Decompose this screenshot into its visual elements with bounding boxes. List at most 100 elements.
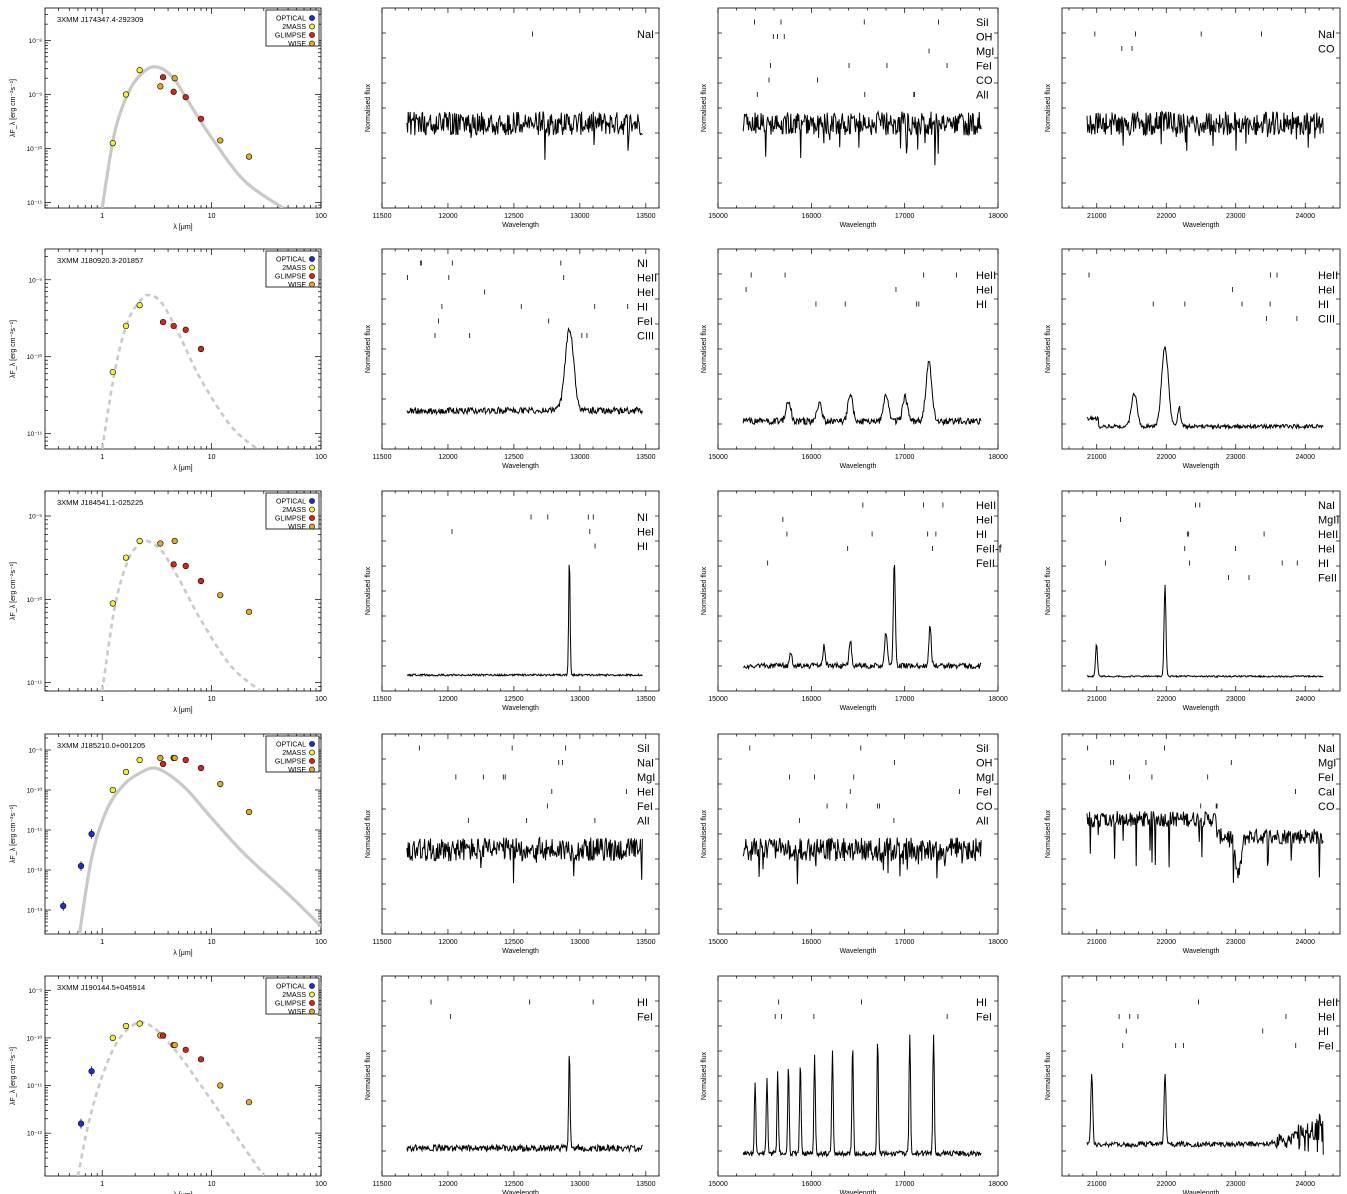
spectrum-panel-K: 21000 22000 23000 24000 Wavelength Normalised… (1045, 490, 1341, 712)
sed-legend-label: WISE (288, 524, 306, 531)
sed-legend-marker (309, 15, 315, 21)
sed-legend-marker (309, 23, 315, 30)
sed-legend-marker (309, 515, 315, 521)
spectrum-panel-J: 11500 12000 12500 13000 13500 Wavelength Norma… (365, 248, 660, 470)
spectrum-line-label: AlI (637, 816, 650, 828)
sed-legend-marker (309, 281, 315, 288)
spectrum-line-label: NaI (1318, 29, 1335, 41)
spectrum-line-label: SiI (976, 743, 989, 755)
spectrum-xtick-label: 18000 (988, 213, 1008, 220)
spectrum-xlabel: Wavelength (840, 705, 877, 712)
spectrum-ylabel: Normalised flux (1045, 83, 1052, 132)
spectrum-line-label: MgI (976, 46, 994, 58)
spectrum-xtick-label: 15000 (708, 696, 728, 703)
sed-point (171, 1041, 178, 1049)
spectrum-line-label: MgII (1318, 515, 1339, 527)
spectrum-xtick-label: 16000 (802, 696, 822, 703)
spectrum-trace (742, 1034, 982, 1158)
spectrum-line-label: HeII (1318, 529, 1338, 541)
spectrum-trace (406, 1055, 643, 1154)
spectrum-line-label: HeI (1318, 544, 1335, 556)
sed-point (170, 322, 177, 330)
spectrum-trace (406, 564, 643, 678)
spectrum-line-label: CIII (637, 331, 654, 343)
spectrum-xtick-label: 13500 (636, 939, 656, 946)
spectrum-line-label: FeII (1318, 573, 1337, 585)
sed-ytick-label: 10⁻¹¹ (27, 828, 43, 835)
sed-xtick-label: 10 (208, 939, 216, 946)
sed-xlabel: λ [μm] (173, 950, 192, 957)
sed-point (170, 561, 177, 568)
spectrum-xtick-label: 22000 (1157, 939, 1177, 946)
spectrum-frame (381, 733, 660, 935)
sed-source-name: 3XMM J184541.1-025225 (57, 498, 143, 507)
sed-point (122, 322, 130, 330)
spectrum-xtick-label: 22000 (1157, 213, 1177, 220)
spectrum-xtick-label: 23000 (1226, 1181, 1246, 1188)
spectrum-line-label: FeI (976, 61, 992, 73)
spectrum-xtick-label: 24000 (1296, 213, 1316, 220)
sed-xtick-label: 100 (315, 696, 327, 703)
sed-point (157, 83, 164, 90)
spectrum-xlabel: Wavelength (502, 1190, 539, 1194)
spectrum-xtick-label: 17000 (895, 939, 915, 946)
spectrum-line-label: HeII (1318, 997, 1338, 1009)
spectrum-trace (1086, 346, 1324, 431)
spectrum-ylabel: Normalised flux (701, 1051, 708, 1100)
spectrum-xtick-label: 23000 (1226, 696, 1246, 703)
sed-legend-marker (309, 758, 315, 764)
spectrum-xtick-label: 12500 (504, 939, 524, 946)
spectrum-line-label: FeII (976, 558, 995, 570)
spectrum-xtick-label: 17000 (895, 1181, 915, 1188)
spectrum-line-label: HeI (1318, 285, 1335, 297)
spectrum-trace (742, 837, 982, 885)
sed-point (60, 902, 67, 910)
sed-legend-marker (309, 40, 315, 47)
spectrum-line-label: FeI (1318, 772, 1334, 784)
sed-point (245, 808, 253, 816)
spectrum-xtick-label: 13000 (570, 696, 590, 703)
sed-ytick-label: 10⁻¹¹ (27, 680, 43, 687)
sed-point (182, 94, 189, 101)
sed-ytick-label: 10⁻⁹ (29, 514, 43, 521)
spectrum-line-label: FeI (1318, 1041, 1334, 1053)
sed-point (109, 600, 116, 607)
spectrum-panel-K: 21000 22000 23000 24000 Wavelength Normalised… (1045, 7, 1341, 229)
sed-xtick-label: 10 (208, 454, 216, 461)
sed-panel: 1 10 100 λ [μm] 10⁻¹³ 10⁻¹² 10⁻¹¹ 10⁻¹⁰ 10⁻⁹ λF_λ… (10, 733, 327, 957)
sed-point (197, 345, 205, 353)
spectrum-xtick-label: 21000 (1087, 213, 1107, 220)
sed-xtick-label: 1 (100, 213, 104, 220)
sed-point (88, 830, 95, 838)
spectrum-line-label: MgI (976, 772, 994, 784)
sed-model-curve (100, 293, 258, 449)
spectrum-line-label: OH (976, 758, 993, 770)
spectrum-line-label: HeII (976, 500, 996, 512)
spectrum-xlabel: Wavelength (1183, 1190, 1220, 1194)
spectrum-frame (381, 7, 660, 209)
sed-legend-marker (309, 1008, 315, 1015)
spectrum-line-label: HeI (976, 285, 993, 297)
sed-xlabel: λ [μm] (173, 465, 192, 472)
spectrum-ylabel: Normalised flux (701, 566, 708, 615)
sed-legend-label: OPTICAL (276, 257, 306, 264)
spectrum-line-label: FeII-f (976, 544, 1003, 556)
sed-legend-marker (309, 523, 315, 530)
spectrum-ylabel: Normalised flux (701, 324, 708, 373)
sed-xtick-label: 1 (100, 696, 104, 703)
sed-point (136, 756, 143, 764)
spectrum-xtick-label: 12000 (438, 1181, 458, 1188)
spectrum-xtick-label: 12000 (438, 213, 458, 220)
spectrum-xtick-label: 21000 (1087, 696, 1107, 703)
sed-frame (44, 248, 322, 450)
spectrum-trace (1086, 1073, 1324, 1155)
spectrum-ylabel: Normalised flux (1045, 809, 1052, 858)
sed-ytick-label: 10⁻¹¹ (27, 1083, 43, 1090)
spectrum-trace (743, 564, 982, 671)
sed-point (182, 1046, 189, 1053)
spectrum-trace (1086, 811, 1324, 883)
sed-point (197, 764, 205, 772)
